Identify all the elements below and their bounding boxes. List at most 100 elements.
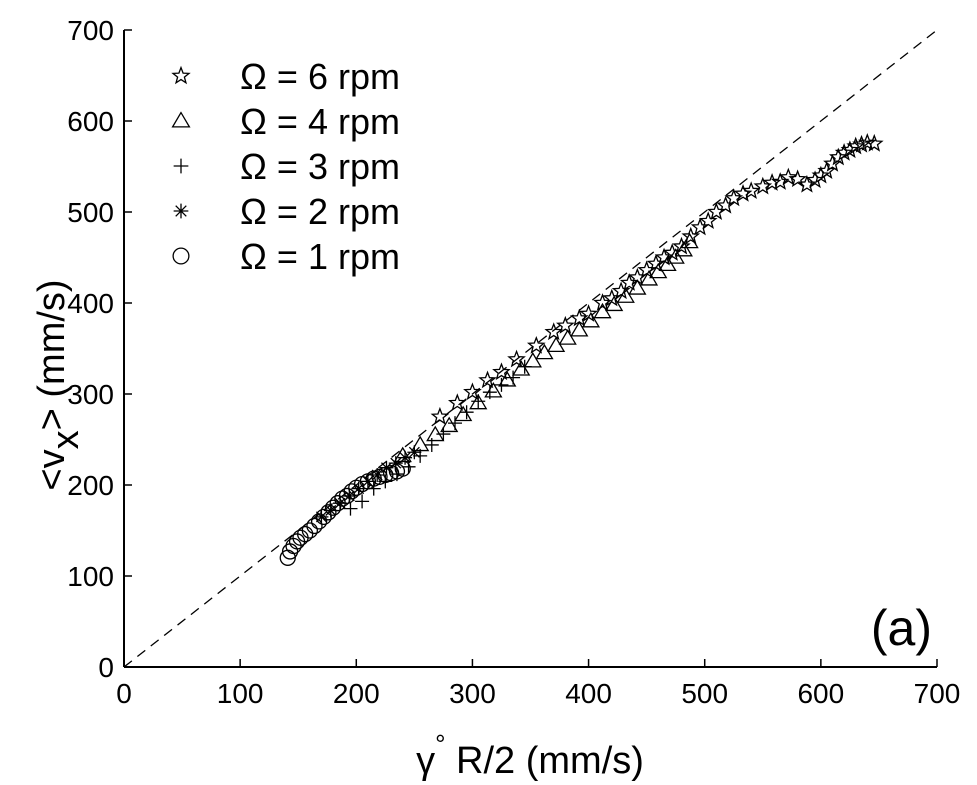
data-point-triangle [512, 360, 531, 376]
x-tick-label: 700 [914, 678, 961, 709]
data-point-star [797, 174, 817, 193]
data-point-star [492, 362, 511, 381]
x-tick-label: 300 [449, 678, 496, 709]
data-point-asterisk [351, 481, 366, 496]
data-point-asterisk [333, 496, 348, 511]
data-point-circle [297, 525, 314, 543]
data-point-star [846, 136, 866, 155]
data-point-star [463, 382, 482, 401]
data-point-plus [413, 448, 428, 463]
data-point-star [690, 217, 710, 236]
axes-frame [123, 30, 937, 668]
series-circle [279, 460, 411, 566]
data-point-triangle [440, 416, 459, 433]
data-point-asterisk [370, 467, 385, 482]
x-axis-label: γ° R/2 (mm/s) [416, 729, 644, 782]
data-point-star [602, 288, 622, 307]
data-point-plus [366, 481, 381, 496]
series-plus [343, 359, 532, 516]
data-point-triangle [680, 232, 699, 249]
data-point-circle [301, 522, 318, 539]
legend-label: Ω = 1 rpm [240, 236, 400, 277]
data-point-asterisk [398, 450, 413, 465]
data-point-star [654, 247, 674, 266]
legend-label: Ω = 6 rpm [240, 56, 400, 97]
y-tick-label: 500 [67, 197, 114, 228]
series-triangle [393, 232, 699, 463]
x-axis-ticks: 0 100 200 300 400 500 600 700 [116, 659, 960, 709]
data-point-triangle [411, 435, 430, 452]
data-point-star [544, 322, 564, 341]
data-point-star [681, 226, 701, 245]
legend-label: Ω = 2 rpm [240, 191, 400, 232]
data-point-star [507, 349, 526, 368]
x-tick-label: 100 [217, 678, 264, 709]
y-tick-label: 200 [67, 470, 114, 501]
data-point-star [698, 211, 718, 230]
y-tick-label: 100 [67, 561, 114, 592]
reference-line-layer [124, 30, 937, 667]
data-point-star [741, 181, 761, 200]
data-point-plus [494, 377, 509, 392]
data-point-circle [306, 517, 323, 535]
data-point-star [840, 140, 860, 159]
data-point-asterisk [407, 445, 422, 460]
y-tick-label: 600 [67, 106, 114, 137]
x-tick-label: 500 [681, 678, 728, 709]
x-tick-label: 400 [565, 678, 612, 709]
panel-label: (a) [871, 600, 932, 656]
data-point-triangle [484, 381, 503, 398]
data-point-triangle [523, 351, 542, 368]
data-point-circle [310, 513, 328, 530]
data-point-triangle [570, 321, 589, 337]
x-tick-label: 0 [116, 678, 132, 709]
data-point-triangle [581, 311, 601, 328]
legend-marker-circle [172, 247, 190, 265]
data-point-star [788, 169, 807, 188]
data-point-star [672, 236, 691, 255]
data-point-star [828, 147, 848, 166]
data-point-star [834, 143, 854, 161]
data-point-plus [389, 467, 404, 482]
x-tick-label: 600 [797, 678, 844, 709]
data-point-triangle [454, 405, 473, 422]
x-tick-label: 200 [333, 678, 380, 709]
data-point-plus [378, 474, 393, 489]
legend-label: Ω = 3 rpm [240, 146, 400, 187]
legend-marker-triangle [171, 111, 191, 128]
legend-label: Ω = 4 rpm [240, 101, 400, 142]
legend-marker-plus [173, 158, 189, 174]
data-point-star [811, 165, 831, 184]
series-asterisk [314, 445, 422, 524]
data-point-asterisk [379, 460, 394, 475]
data-point-star [579, 304, 598, 322]
data-point-star [555, 315, 575, 334]
data-point-plus [436, 427, 451, 442]
legend-marker-star [171, 65, 191, 85]
data-point-triangle [558, 329, 577, 345]
data-point-plus [471, 394, 486, 409]
data-point-star [478, 370, 497, 389]
y-axis-label: <vx> (mm/s) [31, 279, 87, 490]
data-point-star [817, 161, 837, 179]
data-point-triangle [498, 371, 517, 387]
data-point-star [628, 267, 647, 286]
data-point-star [864, 133, 884, 152]
y-tick-label: 400 [67, 288, 114, 319]
data-point-star [447, 393, 467, 412]
data-point-asterisk [323, 503, 338, 518]
series-star [430, 133, 884, 425]
data-point-plus [343, 501, 358, 516]
data-point-asterisk [388, 456, 403, 471]
y-tick-label: 300 [67, 379, 114, 410]
data-point-star [430, 406, 450, 425]
data-point-star [646, 254, 666, 272]
data-point-star [619, 273, 639, 291]
data-point-triangle [469, 393, 488, 410]
data-point-plus [401, 459, 416, 474]
data-point-star [770, 172, 790, 190]
data-point-asterisk [360, 474, 375, 489]
data-point-star [526, 335, 546, 354]
